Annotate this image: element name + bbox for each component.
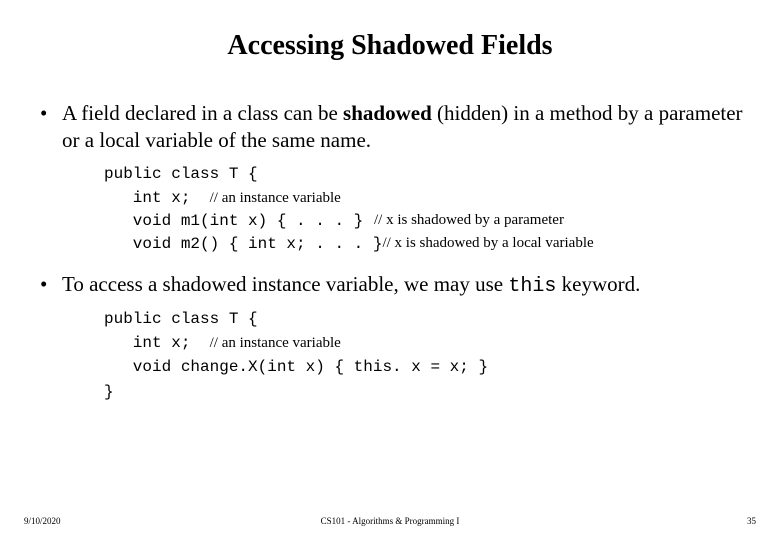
bullet-2-post: keyword. [556,272,640,296]
code2-l3: void change.X(int x) { this. x = x; } [104,358,488,376]
code1-l1: public class T { [104,165,258,183]
code-block-1: public class T { int x; // an instance v… [104,162,752,257]
code1-l4a: void m2() { int x; . . . } [104,233,382,256]
code2-l2b: // an instance variable [210,335,341,351]
code2-l2a: int x; [104,334,210,352]
slide: Accessing Shadowed Fields A field declar… [0,0,780,540]
footer-course: CS101 - Algorithms & Programming I [0,516,780,526]
slide-title: Accessing Shadowed Fields [28,30,752,62]
bullet-1-bold: shadowed [343,101,432,125]
bullet-1-pre: A field declared in a class can be [62,101,343,125]
code-block-2: public class T { int x; // an instance v… [104,307,752,404]
code1-l4b: // x is shadowed by a local variable [382,233,593,255]
bullet-1: A field declared in a class can be shado… [28,100,752,257]
code2-l1: public class T { [104,310,258,328]
code1-l3b: // x is shadowed by a parameter [374,210,564,232]
footer-page: 35 [747,516,756,526]
code1-l2b: // an instance variable [210,190,341,206]
bullet-2-pre: To access a shadowed instance variable, … [62,272,508,296]
bullet-2-mono: this [508,275,556,298]
bullet-2: To access a shadowed instance variable, … [28,271,752,404]
code1-l2a: int x; [104,189,210,207]
code2-l4: } [104,383,114,401]
bullet-list: A field declared in a class can be shado… [28,100,752,404]
code1-l3a: void m1(int x) { . . . } [104,210,374,233]
